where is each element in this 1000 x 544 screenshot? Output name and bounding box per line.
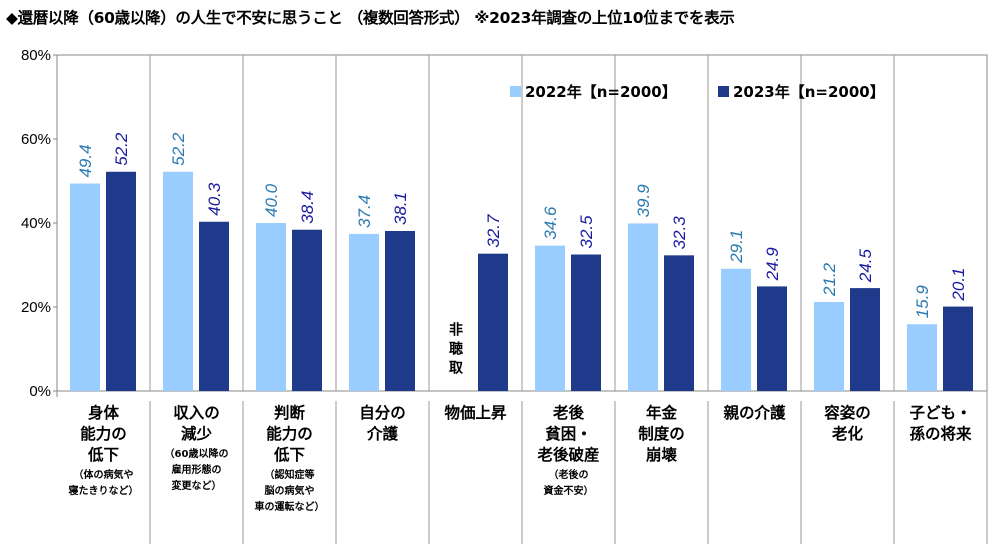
data-label: 38.4	[298, 191, 317, 224]
data-label: 32.5	[577, 215, 596, 249]
data-label: 20.1	[949, 267, 968, 301]
y-tick-label: 20%	[21, 299, 51, 316]
category-note: （体の病気や	[74, 468, 134, 481]
category-label: 能力の	[80, 424, 127, 443]
bar-2022	[628, 223, 658, 391]
category-note: 車の運転など）	[255, 500, 325, 513]
category-note: 変更など）	[172, 479, 222, 492]
category-note: （60歳以降の	[165, 447, 229, 460]
data-label: 49.4	[76, 144, 95, 177]
bar-2022	[70, 183, 100, 391]
bar-2022	[721, 268, 751, 391]
category-note: 雇用形態の	[172, 463, 222, 476]
category-note: （認知症等	[265, 468, 315, 481]
bar-2022	[535, 245, 565, 391]
bar-2022	[163, 171, 193, 391]
y-tick-label: 0%	[29, 383, 51, 400]
category-label: 年金	[646, 403, 678, 422]
category-label: 貧困・	[545, 424, 592, 443]
missing-data-label: 非聴取	[447, 322, 463, 379]
category-label: 崩壊	[646, 445, 678, 464]
bar-2022	[907, 324, 937, 391]
category-label: 判断	[274, 403, 306, 422]
category-note: 脳の病気や	[265, 484, 315, 497]
chart-title: ◆還暦以降（60歳以降）の人生で不安に思うこと （複数回答形式） ※2023年調…	[6, 9, 735, 27]
category-label: 能力の	[266, 424, 313, 443]
data-label: 39.9	[634, 184, 653, 218]
bar-2023	[106, 171, 136, 391]
category-label: 容姿の	[823, 403, 871, 422]
category-label: 介護	[366, 424, 399, 443]
data-label: 40.3	[205, 182, 224, 216]
category-label: 老後破産	[536, 445, 599, 464]
category-label: 子ども・	[909, 404, 971, 422]
category-note: （老後の	[549, 468, 589, 481]
bar-2023	[385, 230, 415, 391]
category-label: 身体	[88, 403, 120, 422]
category-label: 低下	[87, 445, 119, 464]
y-tick-label: 40%	[21, 215, 51, 232]
bar-2022	[814, 301, 844, 391]
bar-2022	[349, 233, 379, 391]
bar-2023	[199, 221, 229, 391]
bar-2023	[478, 253, 508, 391]
category-label: 親の介護	[723, 403, 786, 422]
bar-2023	[943, 306, 973, 391]
y-tick-label: 80%	[21, 47, 51, 64]
data-label: 38.1	[391, 192, 410, 225]
data-label: 32.3	[670, 216, 689, 250]
category-label: 自分の	[359, 403, 406, 422]
category-label: 減少	[181, 424, 213, 443]
data-label: 32.7	[484, 214, 503, 248]
data-label: 40.0	[262, 183, 281, 217]
data-label: 21.2	[820, 262, 839, 297]
data-label: 24.5	[856, 248, 875, 283]
data-label: 52.2	[112, 132, 131, 166]
category-label: 孫の将来	[909, 424, 972, 443]
legend-swatch	[718, 86, 729, 97]
data-label: 52.2	[169, 132, 188, 166]
legend-label: 2023年【n=2000】	[733, 83, 885, 101]
category-label: 老化	[831, 424, 864, 443]
bar-2022	[256, 223, 286, 391]
legend-label: 2022年【n=2000】	[525, 83, 677, 101]
data-label: 29.1	[727, 230, 746, 264]
category-label: 老後	[552, 403, 585, 422]
data-label: 34.6	[541, 206, 560, 240]
bar-2023	[292, 229, 322, 391]
bar-2023	[571, 254, 601, 391]
category-label: 収入の	[173, 404, 220, 422]
category-note: 寝たきりなど）	[69, 484, 139, 497]
data-label: 37.4	[355, 195, 374, 228]
bar-2023	[664, 255, 694, 391]
data-label: 15.9	[913, 285, 932, 319]
category-label: 低下	[273, 445, 305, 464]
category-note: 資金不安）	[544, 484, 594, 497]
y-tick-label: 60%	[21, 131, 51, 148]
bar-2023	[757, 286, 787, 391]
legend-swatch	[510, 86, 521, 97]
bar-2023	[850, 288, 880, 391]
category-label: 制度の	[638, 424, 685, 443]
category-label: 物価上昇	[444, 403, 507, 422]
data-label: 24.9	[763, 247, 782, 282]
